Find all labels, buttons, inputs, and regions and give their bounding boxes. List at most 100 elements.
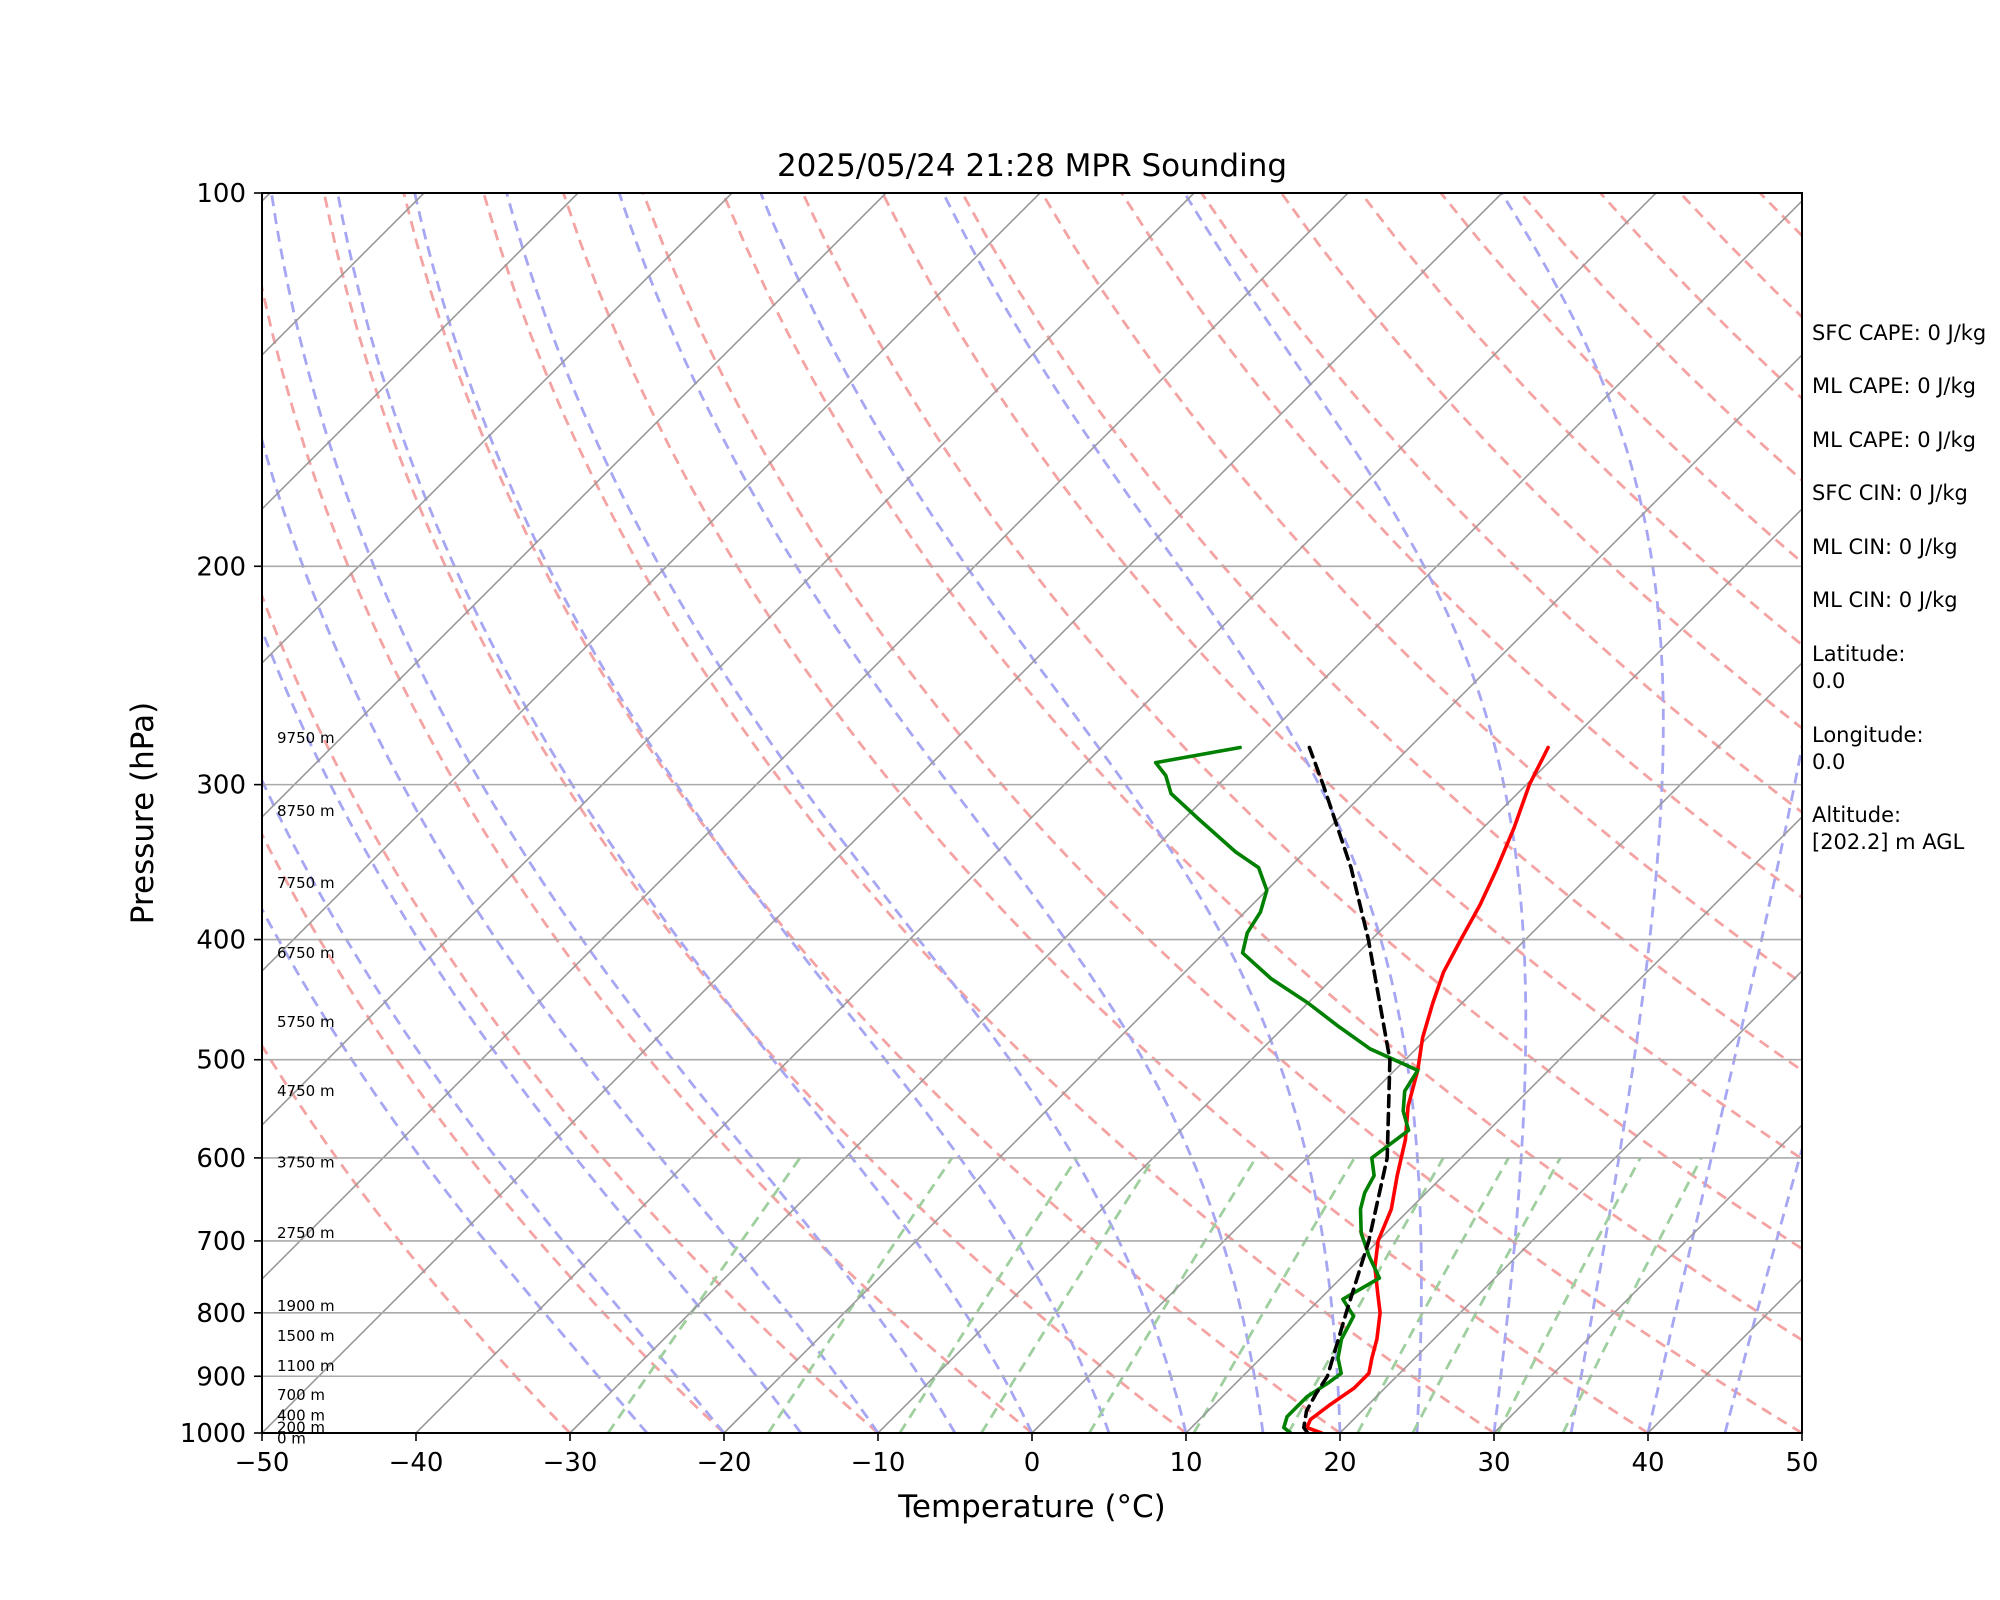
- moist-adiabats: [262, 193, 1802, 1433]
- height-label: 1500 m: [277, 1327, 335, 1345]
- dry-adiabat-line: [721, 193, 1802, 1342]
- isotherm-line: [1339, 969, 1802, 1433]
- height-label: 1100 m: [277, 1357, 335, 1375]
- x-tick-label: −10: [851, 1448, 906, 1478]
- moist-adiabat-line: [941, 193, 1423, 1433]
- isotherm-line: [723, 353, 1802, 1433]
- y-axis: 100 200 300 400 500 600 700 800 900 1000: [180, 179, 262, 1449]
- isotherm-line: [262, 193, 733, 665]
- isotherm-line: [262, 193, 579, 511]
- moist-adiabat-line: [262, 626, 803, 1433]
- ml-cin-text-2: ML CIN: 0 J/kg: [1812, 588, 1958, 612]
- moist-adiabat-line: [262, 777, 726, 1433]
- y-tick-label: 500: [196, 1046, 246, 1076]
- moist-adiabat-line: [1646, 739, 1802, 1433]
- isotherms: [0, 193, 1802, 1433]
- height-label: 3750 m: [277, 1153, 335, 1171]
- height-label: 5750 m: [277, 1013, 335, 1031]
- isotherm-line: [1031, 661, 1802, 1433]
- height-label: 1900 m: [277, 1297, 335, 1315]
- dry-adiabat-line: [801, 193, 1802, 1251]
- dry-adiabat-line: [262, 281, 1033, 1433]
- x-axis: −50 −40 −30 −20 −10 0 10 20 30 40 50: [235, 1433, 1819, 1478]
- ml-cin-text: ML CIN: 0 J/kg: [1812, 535, 1958, 559]
- isotherm-line: [262, 193, 887, 819]
- parcel-profile-line: [1302, 745, 1392, 1433]
- y-tick-label: 600: [196, 1144, 246, 1174]
- mixing-ratio-line: [606, 1157, 802, 1433]
- moist-adiabat-line: [1183, 193, 1528, 1433]
- ml-cape-text-2: ML CAPE: 0 J/kg: [1812, 428, 1976, 452]
- height-label: 9750 m: [277, 729, 335, 747]
- isotherm-line: [262, 193, 1503, 1433]
- x-tick-label: 10: [1169, 1448, 1202, 1478]
- altitude-value: [202.2] m AGL: [1812, 830, 1965, 854]
- dry-adiabat-line: [262, 592, 879, 1433]
- height-label: 2750 m: [277, 1224, 335, 1242]
- height-labels: 9750 m 8750 m 7750 m 6750 m 5750 m 4750 m 3750…: [277, 729, 335, 1448]
- height-label: 0 m: [277, 1429, 306, 1447]
- x-tick-label: 30: [1477, 1448, 1510, 1478]
- y-tick-label: 700: [196, 1227, 246, 1257]
- mixing-ratio-line: [898, 1157, 1078, 1433]
- height-label: 6750 m: [277, 944, 335, 962]
- y-tick-label: 300: [196, 771, 246, 801]
- dry-adiabat-line: [262, 1043, 571, 1433]
- x-axis-label: Temperature (°C): [897, 1489, 1166, 1525]
- moist-adiabat-line: [413, 193, 1111, 1433]
- x-tick-label: 0: [1024, 1448, 1041, 1478]
- height-label: 8750 m: [277, 802, 335, 820]
- isobars: [262, 565, 1802, 1378]
- y-tick-label: 200: [196, 552, 246, 582]
- x-tick-label: 50: [1785, 1448, 1818, 1478]
- plot-frame: [261, 192, 1803, 1434]
- x-tick-label: 20: [1323, 1448, 1356, 1478]
- isotherm-line: [262, 193, 1041, 973]
- temperature-profile-line: [1305, 745, 1550, 1433]
- ml-cape-text: ML CAPE: 0 J/kg: [1812, 374, 1976, 398]
- x-tick-label: −30: [543, 1448, 598, 1478]
- longitude-value: 0.0: [1812, 750, 1845, 774]
- moist-adiabat-line: [505, 193, 1188, 1433]
- dry-adiabat-line: [960, 193, 1802, 1073]
- isotherm-line: [415, 193, 1657, 1433]
- dry-adiabats: [262, 193, 1802, 1433]
- dry-adiabat-line: [562, 193, 1649, 1433]
- y-tick-label: 900: [196, 1362, 246, 1392]
- moist-adiabat-line: [336, 193, 1034, 1433]
- isotherm-line: [1493, 1123, 1802, 1433]
- sounding-indices-panel: SFC CAPE: 0 J/kg ML CAPE: 0 J/kg ML CAPE…: [1812, 321, 1986, 854]
- dry-adiabat-line: [402, 193, 1341, 1433]
- moist-adiabat-line: [617, 193, 1265, 1433]
- mixing-ratio-line: [980, 1157, 1156, 1433]
- dewpoint-profile-line: [1153, 745, 1420, 1433]
- y-tick-label: 800: [196, 1299, 246, 1329]
- mixing-ratio-line: [1088, 1157, 1257, 1433]
- sfc-cape-text: SFC CAPE: 0 J/kg: [1812, 321, 1986, 345]
- moist-adiabat-line: [262, 906, 649, 1433]
- x-tick-label: −20: [697, 1448, 752, 1478]
- x-tick-label: −50: [235, 1448, 290, 1478]
- x-tick-label: −40: [389, 1448, 444, 1478]
- y-tick-label: 400: [196, 926, 246, 956]
- mixing-ratio-line: [1411, 1157, 1562, 1433]
- mixing-ratio-line: [767, 1157, 954, 1433]
- altitude-label: Altitude:: [1812, 803, 1901, 827]
- dry-adiabat-line: [881, 193, 1802, 1161]
- isotherm-line: [877, 507, 1802, 1433]
- isotherm-line: [1185, 815, 1802, 1433]
- height-label: 200 m: [277, 1419, 325, 1437]
- x-tick-label: 40: [1631, 1448, 1664, 1478]
- mixing-ratio-lines: [606, 1157, 1703, 1433]
- isotherm-line: [262, 193, 1349, 1281]
- moist-adiabat-line: [270, 193, 957, 1433]
- mixing-ratio-line: [1192, 1157, 1356, 1433]
- moist-adiabat-line: [1723, 1144, 1802, 1433]
- isotherm-line: [0, 193, 116, 1433]
- y-axis-label: Pressure (hPa): [125, 702, 161, 924]
- chart-title: 2025/05/24 21:28 MPR Sounding: [777, 148, 1287, 184]
- sounding-profiles: [1153, 745, 1550, 1433]
- height-label: 700 m: [277, 1386, 325, 1404]
- moist-adiabat-line: [262, 435, 880, 1433]
